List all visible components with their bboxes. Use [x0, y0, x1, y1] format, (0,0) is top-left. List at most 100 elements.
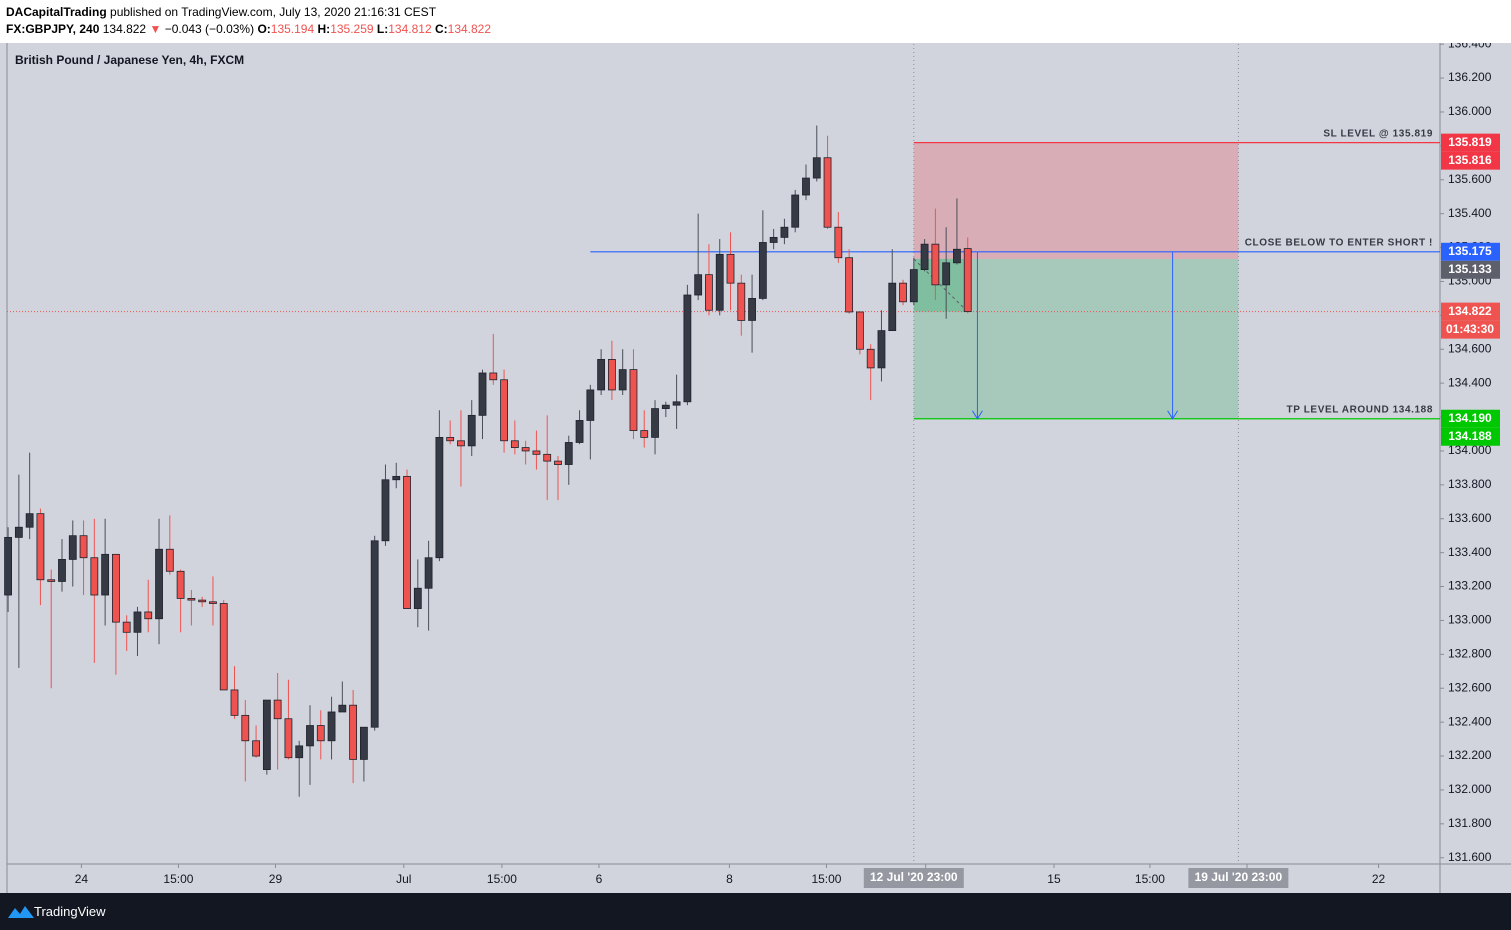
candle-body	[672, 401, 681, 406]
published-text: published on TradingView.com, July 13, 2…	[110, 5, 437, 19]
price-tag-label: 135.819	[1448, 135, 1492, 149]
candle-body	[888, 282, 897, 332]
price-tag	[1441, 409, 1500, 428]
header: DACapitalTrading published on TradingVie…	[0, 0, 1511, 43]
y-tick-label: 136.200	[1448, 70, 1492, 84]
candle-body	[209, 601, 217, 604]
y-tick-label: 133.400	[1448, 545, 1492, 559]
candle-body	[370, 540, 379, 728]
y-tick-label: 133.200	[1448, 579, 1492, 593]
candle-body	[737, 282, 746, 321]
o: 135.194	[270, 22, 315, 36]
chart: British Pound / Japanese Yen, 4h, FXCM 1…	[0, 43, 1511, 893]
range-label: 12 Jul '20 23:00	[870, 870, 958, 884]
candle-body	[812, 157, 821, 179]
y-tick-label: 136.400	[1448, 43, 1492, 50]
price-tag-label: 135.133	[1448, 262, 1492, 276]
candle-body	[165, 548, 174, 572]
publisher[interactable]: DACapitalTrading	[6, 5, 107, 19]
candle-body	[489, 372, 498, 381]
x-tick-label: 15:00	[487, 872, 517, 886]
candle-body	[327, 711, 336, 742]
candle-body	[187, 598, 196, 601]
candle-body	[424, 557, 433, 589]
x-tick-label: Jul	[396, 872, 411, 886]
candle-body	[79, 535, 88, 559]
price-tag-label: 135.816	[1448, 153, 1492, 167]
candle-body	[963, 248, 972, 313]
candle-body	[349, 704, 358, 760]
level-label: CLOSE BELOW TO ENTER SHORT !	[1245, 237, 1433, 248]
change: −0.043 (−0.03%)	[164, 22, 255, 36]
y-tick-label: 131.600	[1448, 850, 1492, 864]
level-label: TP LEVEL AROUND 134.188	[1287, 404, 1433, 415]
candle-body	[446, 436, 455, 442]
candle-body	[90, 557, 99, 596]
candle-body	[252, 740, 260, 757]
candle-body	[758, 242, 767, 299]
y-tick-label: 134.400	[1448, 375, 1492, 389]
price-tag	[1441, 242, 1500, 261]
y-tick-label: 133.000	[1448, 613, 1492, 627]
x-tick-label: 15	[1047, 872, 1061, 886]
c: 134.822	[447, 22, 492, 36]
candle-body	[295, 745, 304, 759]
candle-body	[715, 253, 724, 311]
candle-body	[273, 699, 282, 720]
x-tick-label: 24	[75, 872, 89, 886]
x-tick-label: 8	[726, 872, 733, 886]
candle-body	[899, 282, 907, 303]
candle-body	[521, 447, 530, 452]
candle-body	[877, 330, 886, 369]
y-tick-label: 135.400	[1448, 206, 1492, 220]
countdown-label: 01:43:30	[1446, 322, 1494, 336]
candle-body	[58, 559, 66, 582]
ohlc-line: FX:GBPJPY, 240 134.822 ▼ −0.043 (−0.03%)…	[6, 22, 491, 36]
candle-body	[845, 257, 854, 313]
candle-body	[467, 414, 476, 447]
candle-body	[403, 475, 411, 609]
h: 135.259	[330, 22, 374, 36]
candle-body	[586, 389, 595, 421]
arrow-head	[1167, 410, 1179, 420]
candle-body	[122, 621, 131, 633]
candle-body	[748, 298, 756, 321]
candle-body	[554, 460, 562, 465]
candle-body	[155, 548, 163, 620]
price-tag	[1441, 260, 1500, 279]
price-tag-label: 134.822	[1448, 304, 1492, 318]
range-label: 19 Jul '20 23:00	[1195, 870, 1283, 884]
candle-body	[176, 570, 185, 599]
range-label-bg	[1188, 868, 1289, 888]
y-tick-label: 134.000	[1448, 443, 1492, 457]
candle-body	[413, 587, 422, 609]
candle-body	[241, 714, 250, 742]
l-label: L:	[376, 22, 389, 36]
candle-body	[791, 194, 800, 228]
symbol: FX:GBPJPY, 240	[6, 22, 100, 36]
candle-body	[457, 440, 465, 447]
price-tag-label: 135.175	[1448, 244, 1492, 258]
candle-body	[705, 274, 713, 311]
candle-body	[219, 603, 228, 691]
candle-body	[101, 553, 110, 596]
candle-body	[532, 450, 541, 455]
arrow: ▼	[149, 22, 162, 36]
brand[interactable]: TradingView	[34, 904, 106, 919]
footer: TradingView	[0, 893, 1511, 930]
candle-body	[618, 369, 627, 391]
x-tick-label: 22	[1372, 872, 1386, 886]
y-tick-label: 133.600	[1448, 511, 1492, 525]
candle-body	[262, 699, 271, 770]
candle-body	[909, 269, 918, 303]
chart-title: British Pound / Japanese Yen, 4h, FXCM	[15, 53, 244, 67]
candle-body	[510, 440, 519, 448]
price-tag-label: 134.190	[1448, 411, 1492, 425]
candle-body	[608, 359, 616, 391]
candle-body	[14, 526, 23, 538]
candle-body	[68, 535, 77, 560]
candle-body	[866, 348, 875, 369]
h-label: H:	[317, 22, 331, 36]
candle-body	[338, 704, 347, 713]
y-tick-label: 135.600	[1448, 172, 1492, 186]
